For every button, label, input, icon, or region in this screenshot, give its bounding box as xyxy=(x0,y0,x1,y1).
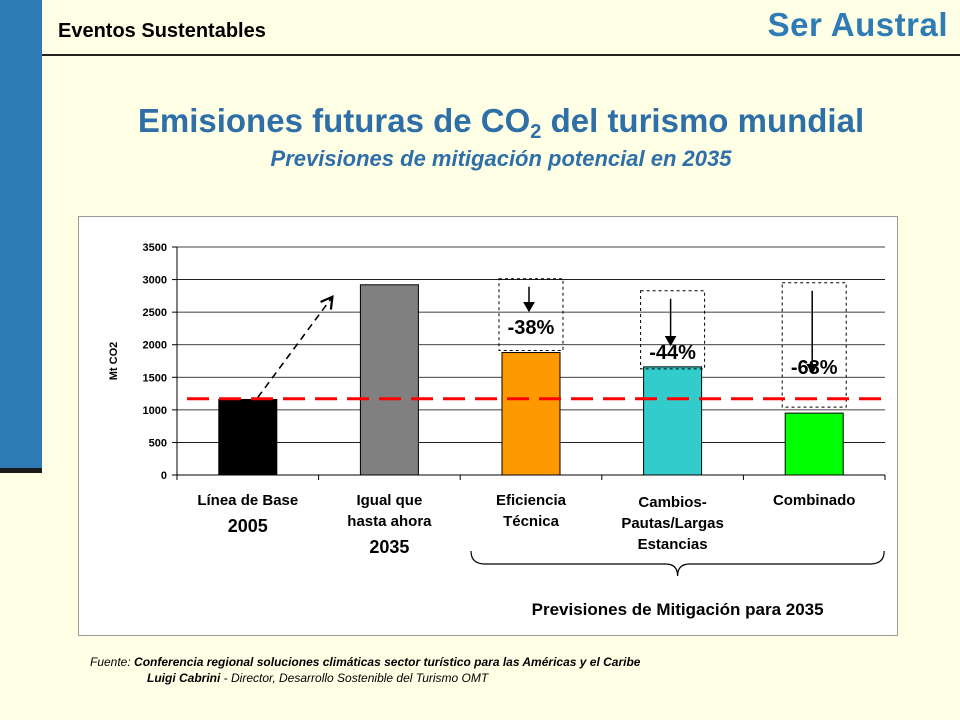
chart-panel: 0 500 1000 1500 2000 2500 3000 3500 Mt CO2 Línea … xyxy=(78,216,898,636)
category-label: Combinado xyxy=(773,492,856,509)
footnote-line-2: Luigi Cabrini - Director, Desarrollo Sos… xyxy=(90,670,640,686)
footnote-role: - Director, Desarrollo Sostenible del Tu… xyxy=(220,671,489,685)
footnote-prefix: Fuente: xyxy=(90,655,135,669)
title-subscript: 2 xyxy=(530,121,542,143)
header-divider xyxy=(42,54,960,56)
slide-title: Emisiones futuras de CO2 del turismo mun… xyxy=(42,102,960,144)
slide-subtitle: Previsiones de mitigación potencial en 2… xyxy=(270,146,732,171)
y-tick-label: 1500 xyxy=(143,372,167,384)
title-rest: del turismo mundial xyxy=(541,102,865,139)
category-year: 2005 xyxy=(228,516,268,536)
y-tick-label: 2000 xyxy=(143,340,167,352)
category-label: Eficiencia xyxy=(496,492,567,509)
y-tick-label: 0 xyxy=(161,470,167,482)
category-label: Cambios- xyxy=(638,494,706,511)
category-label: Pautas/Largas xyxy=(621,515,724,532)
reduction-box xyxy=(781,282,847,408)
y-tick-label: 3500 xyxy=(143,242,167,254)
y-tick-label: 1000 xyxy=(143,405,167,417)
bar xyxy=(643,366,703,476)
reduction-label: -44% xyxy=(649,342,696,364)
y-tick-label: 2500 xyxy=(143,307,167,319)
bar xyxy=(501,352,561,476)
bar xyxy=(784,412,844,476)
category-label: Igual que xyxy=(356,492,422,509)
emissions-chart: 0 500 1000 1500 2000 2500 3000 3500 Mt CO2 Línea … xyxy=(108,242,886,619)
growth-arrow xyxy=(257,294,334,398)
mitigation-bracket xyxy=(470,550,885,577)
sidebar-accent xyxy=(0,0,42,468)
section-label: Eventos Sustentables xyxy=(58,20,266,42)
reduction-box xyxy=(498,278,564,352)
footnote-source: Conferencia regional soluciones climátic… xyxy=(134,655,641,669)
y-axis-label: Mt CO2 xyxy=(108,342,120,381)
reduction-label: -68% xyxy=(791,357,838,379)
category-label: Línea de Base xyxy=(197,492,298,509)
sidebar-shadow xyxy=(0,468,42,473)
bar xyxy=(359,284,419,476)
title-main: Emisiones futuras de CO xyxy=(137,102,531,139)
source-footnote: Fuente: Conferencia regional soluciones … xyxy=(90,654,640,686)
bar xyxy=(218,398,278,476)
reduction-label: -38% xyxy=(508,317,555,339)
reduction-box xyxy=(640,290,706,370)
y-tick-label: 3000 xyxy=(143,275,167,287)
category-label: Estancias xyxy=(638,536,708,553)
category-label: hasta ahora xyxy=(347,513,432,530)
category-year: 2035 xyxy=(369,537,409,557)
category-label: Técnica xyxy=(503,513,560,530)
footnote-person: Luigi Cabrini xyxy=(147,671,221,685)
brand-logo: Ser Austral xyxy=(767,6,948,43)
y-tick-label: 500 xyxy=(149,437,167,449)
footnote-line-1: Fuente: Conferencia regional soluciones … xyxy=(90,654,640,670)
bracket-label: Previsiones de Mitigación para 2035 xyxy=(532,600,824,619)
